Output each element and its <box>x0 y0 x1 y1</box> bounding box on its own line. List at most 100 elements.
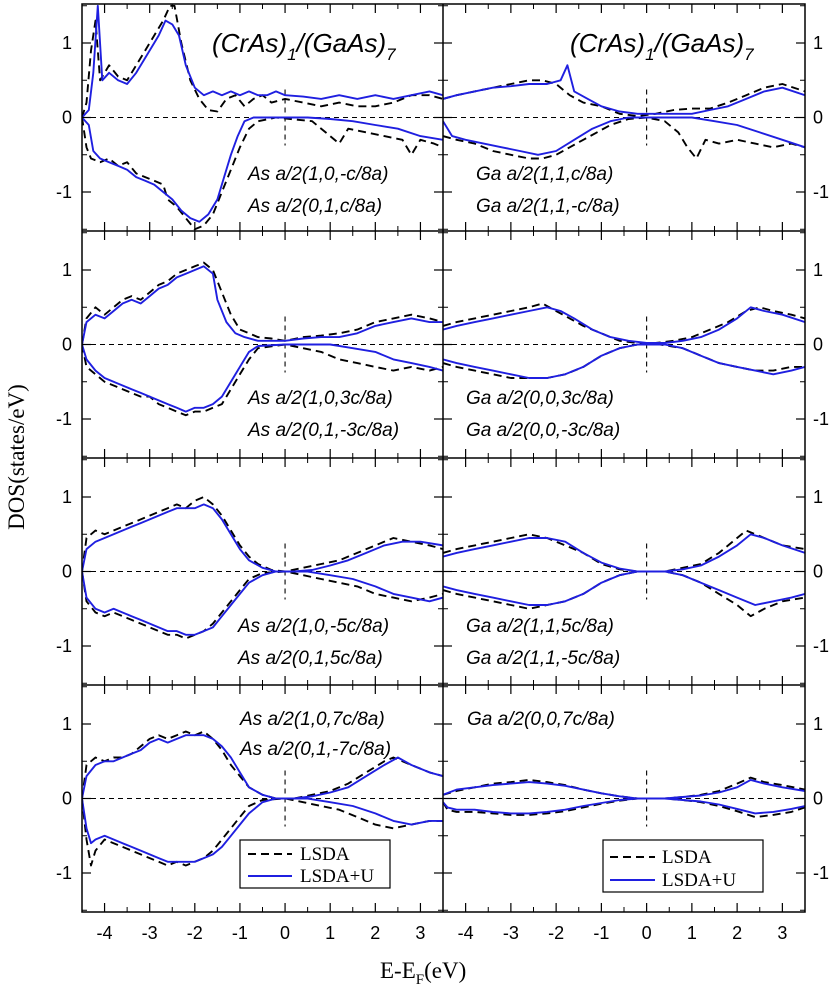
x-tick-label: -3 <box>142 923 158 943</box>
annotation-left-1-0: As a/2(1,0,3c/8a) <box>247 388 393 409</box>
x-tick-label: 3 <box>777 923 787 943</box>
x-tick-label: -4 <box>458 923 474 943</box>
y-axis-label: DOS(states/eV) <box>4 384 29 530</box>
lsdau-down-curve-2-1 <box>443 570 805 606</box>
lsda-down-curve-2-1 <box>443 570 805 618</box>
y-tick-label-right: 0 <box>813 789 823 809</box>
lsda-up-curve-0-0 <box>82 4 443 118</box>
x-tick-label: 2 <box>370 923 380 943</box>
lsdau-down-curve-3-1 <box>443 797 805 815</box>
x-tick-label: 2 <box>732 923 742 943</box>
title-left: (CrAs)1/(GaAs)7 <box>212 28 396 64</box>
x-tick-label: -4 <box>97 923 113 943</box>
lsda-down-curve-2-0 <box>82 570 443 640</box>
annotation-left-1-1: As a/2(0,1,-3c/8a) <box>247 420 399 441</box>
lsdau-down-curve-2-0 <box>82 570 443 636</box>
lsda-up-curve-2-1 <box>443 529 805 573</box>
x-tick-label: -1 <box>593 923 609 943</box>
legend-right-box <box>602 839 764 893</box>
lsdau-down-curve-3-0 <box>82 797 443 863</box>
y-tick-label-right: -1 <box>813 409 829 429</box>
y-tick-label-left: 1 <box>62 487 72 507</box>
x-tick-label: -2 <box>548 923 564 943</box>
lsdau-up-curve-3-1 <box>443 778 805 800</box>
lsdau-up-curve-3-0 <box>82 734 443 800</box>
y-tick-label-left: 0 <box>62 108 72 128</box>
y-tick-label-left: 0 <box>62 562 72 582</box>
annotation-right-1-1: Ga a/2(0,0,-3c/8a) <box>466 420 620 441</box>
lsda-down-curve-0-0 <box>82 116 443 231</box>
lsda-up-curve-0-1 <box>443 79 805 117</box>
lsda-up-curve-1-1 <box>443 302 805 344</box>
lsdau-up-curve-0-0 <box>82 4 443 119</box>
y-tick-label-left: -1 <box>56 636 72 656</box>
y-tick-label-left: 1 <box>62 714 72 734</box>
lsdau-down-curve-0-1 <box>443 116 805 156</box>
x-tick-label: 1 <box>325 923 335 943</box>
y-tick-label-right: 0 <box>813 562 823 582</box>
lsdau-up-curve-1-0 <box>82 265 443 345</box>
x-tick-label: -2 <box>187 923 203 943</box>
lsda-down-curve-3-0 <box>82 797 443 867</box>
y-tick-label-left: -1 <box>56 863 72 883</box>
legend-left-box <box>239 839 391 889</box>
legend-right: LSDA LSDA+U <box>602 839 764 893</box>
lsda-down-curve-0-1 <box>443 116 805 160</box>
lsdau-up-curve-1-1 <box>443 306 805 344</box>
y-tick-label-right: 1 <box>813 714 823 734</box>
legend-right-lsda-label: LSDA <box>662 847 712 868</box>
lsdau-down-curve-1-1 <box>443 343 805 379</box>
annotation-left-0-0: As a/2(1,0,-c/8a) <box>247 164 388 185</box>
tick-labels: 1 1 0 0 -1 -1 1 1 0 0 -1 -1 1 1 0 0 -1 -1 1 1 0 0 -1 -1 -4 -3 -2 -1… <box>56 33 829 943</box>
x-tick-label: -3 <box>503 923 519 943</box>
annotation-left-2-0: As a/2(1,0,-5c/8a) <box>237 616 389 637</box>
annotation-right-0-1: Ga a/2(1,1,-c/8a) <box>476 196 620 217</box>
x-tick-label: 1 <box>687 923 697 943</box>
y-tick-label-right: 1 <box>813 33 823 53</box>
lsdau-up-curve-0-1 <box>443 64 805 115</box>
y-tick-label-left: -1 <box>56 409 72 429</box>
y-tick-label-right: -1 <box>813 863 829 883</box>
legend-left-lsda-label: LSDA <box>300 844 350 865</box>
lsda-down-curve-1-1 <box>443 343 805 379</box>
y-tick-label-right: 1 <box>813 487 823 507</box>
lsdau-up-curve-2-0 <box>82 503 443 573</box>
legend-left: LSDA LSDA+U <box>239 839 391 889</box>
y-tick-label-right: 0 <box>813 335 823 355</box>
panels-layer <box>82 4 805 867</box>
legend-left-lsdau-label: LSDA+U <box>300 866 374 887</box>
lsdau-up-curve-2-1 <box>443 533 805 573</box>
annotation-left-3-0: As a/2(1,0,7c/8a) <box>239 709 385 730</box>
lsda-up-curve-1-0 <box>82 261 443 345</box>
annotation-right-3-0: Ga a/2(0,0,7c/8a) <box>467 709 615 730</box>
lsdau-down-curve-0-0 <box>82 116 443 223</box>
lsda-down-curve-3-1 <box>443 797 805 819</box>
lsda-up-curve-3-0 <box>82 730 443 800</box>
x-tick-label: -1 <box>232 923 248 943</box>
annotation-right-2-0: Ga a/2(1,1,5c/8a) <box>466 616 614 637</box>
lsda-up-curve-3-1 <box>443 776 805 800</box>
panel-annotations: As a/2(1,0,-c/8a) As a/2(0,1,c/8a) As a/2(… <box>237 164 620 760</box>
y-tick-label-right: 0 <box>813 108 823 128</box>
x-axis-label: E-EF(eV) <box>380 958 466 988</box>
y-tick-label-left: 1 <box>62 33 72 53</box>
annotation-right-2-1: Ga a/2(1,1,-5c/8a) <box>466 648 620 669</box>
legend-right-lsdau-label: LSDA+U <box>662 870 736 891</box>
lsdau-down-curve-1-0 <box>82 343 443 413</box>
y-tick-label-right: -1 <box>813 182 829 202</box>
annotation-right-1-0: Ga a/2(0,0,3c/8a) <box>466 388 614 409</box>
annotation-left-3-1: As a/2(0,1,-7c/8a) <box>239 739 391 760</box>
y-tick-label-left: 0 <box>62 789 72 809</box>
axis-ticks <box>81 4 806 912</box>
lsda-down-curve-1-0 <box>82 343 443 417</box>
y-tick-label-left: -1 <box>56 182 72 202</box>
title-right: (CrAs)1/(GaAs)7 <box>570 28 754 64</box>
y-tick-label-left: 1 <box>62 260 72 280</box>
annotation-left-0-1: As a/2(0,1,c/8a) <box>247 196 382 217</box>
lsda-up-curve-2-0 <box>82 496 443 573</box>
y-tick-label-right: 1 <box>813 260 823 280</box>
x-tick-label: 0 <box>280 923 290 943</box>
y-tick-label-left: 0 <box>62 335 72 355</box>
x-tick-label: 0 <box>642 923 652 943</box>
